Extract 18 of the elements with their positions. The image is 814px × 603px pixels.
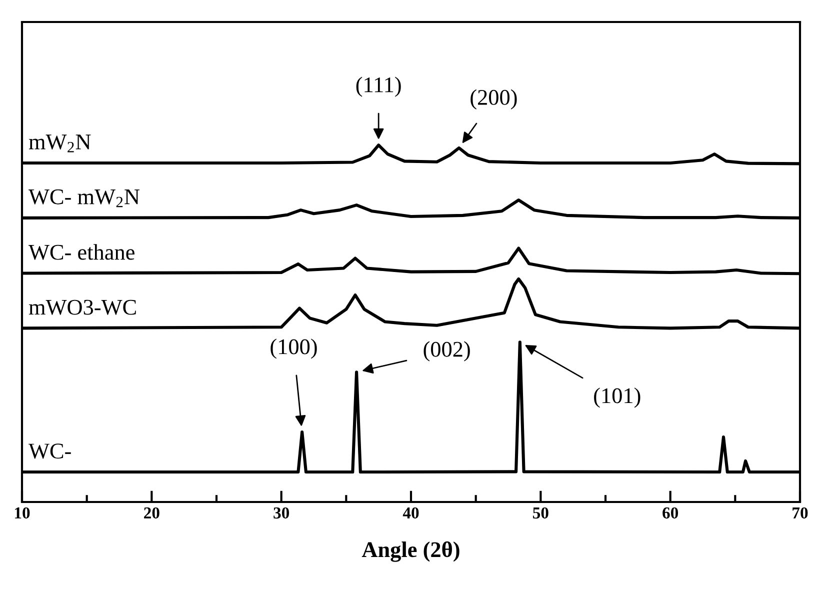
x-tick-label: 10 — [15, 507, 30, 519]
series-label: mWO3-WC — [28, 300, 136, 315]
annotation: (111) — [356, 76, 401, 97]
annotation: (101) — [594, 388, 640, 408]
series-label: WC- mW$_{2}$N — [28, 189, 140, 208]
x-axis-title: Angle (2θ) — [362, 541, 460, 562]
series-label: WC- ethane — [28, 244, 134, 260]
x-tick-label: 20 — [144, 507, 160, 519]
x-tick-label: 50 — [533, 507, 548, 519]
x-tick-label: 60 — [662, 507, 678, 519]
series-label: mW$_{2}$N — [28, 134, 91, 152]
annotation: (100) — [270, 338, 317, 359]
x-tick-label: 30 — [274, 507, 290, 519]
annotation: (002) — [424, 341, 470, 362]
x-tick-label: 70 — [792, 507, 808, 519]
series-label: WC- — [28, 444, 71, 459]
annotation: (200) — [470, 89, 517, 110]
x-tick-label: 40 — [402, 507, 419, 519]
